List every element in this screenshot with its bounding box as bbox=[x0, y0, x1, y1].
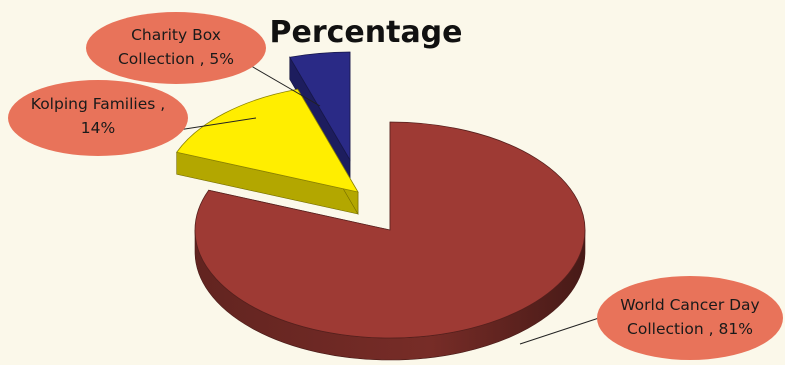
callouts: World Cancer Day Collection , 81% Kolping … bbox=[8, 12, 783, 360]
data-label-world-cancer-day-collection-line-2: Collection , 81% bbox=[627, 320, 753, 338]
pie-slice-top bbox=[176, 88, 359, 193]
chart-title: Percentage bbox=[269, 15, 462, 50]
data-label-charity-box-collection-line-1: Charity Box bbox=[131, 26, 221, 44]
callout-bubble bbox=[8, 80, 188, 156]
callout-charity-box-collection: Charity Box Collection , 5% bbox=[86, 12, 266, 84]
callout-bubble bbox=[86, 12, 266, 84]
pie-slice-top bbox=[194, 121, 586, 339]
leader-line-world-cancer-day-collection bbox=[519, 315, 606, 345]
pie-slices bbox=[176, 51, 586, 361]
callout-bubble bbox=[597, 276, 783, 360]
data-label-kolping-families-line-2: 14% bbox=[81, 119, 115, 137]
data-label-kolping-families-line-1: Kolping Families , bbox=[31, 95, 165, 113]
data-label-charity-box-collection-line-2: Collection , 5% bbox=[118, 50, 234, 68]
callout-kolping-families: Kolping Families , 14% bbox=[8, 80, 188, 156]
leader-lines bbox=[171, 62, 606, 345]
leader-line-kolping-families bbox=[171, 117, 257, 132]
pie-slice-world-cancer-day-collection bbox=[194, 121, 586, 361]
pie-slice-kolping-families bbox=[176, 88, 359, 216]
leader-line-charity-box-collection bbox=[245, 62, 321, 107]
data-label-world-cancer-day-collection-line-1: World Cancer Day bbox=[620, 296, 759, 314]
callout-world-cancer-day-collection: World Cancer Day Collection , 81% bbox=[597, 276, 783, 360]
